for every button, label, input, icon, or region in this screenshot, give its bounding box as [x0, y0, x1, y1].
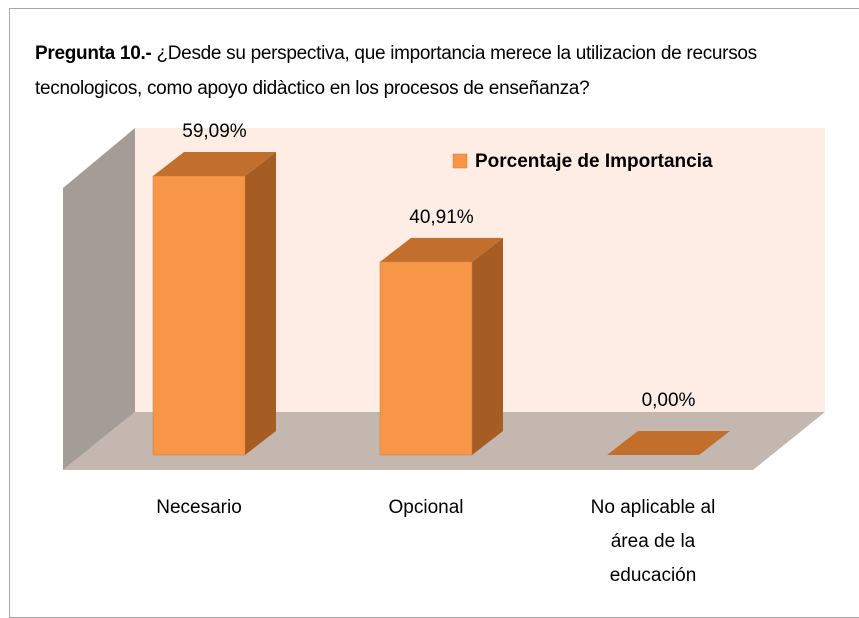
- chart-title: Pregunta 10.-: [35, 43, 152, 64]
- x-tick-label: Opcional: [388, 497, 464, 518]
- bar: [152, 175, 246, 456]
- bar-top: [380, 237, 503, 262]
- bar: [379, 261, 473, 456]
- legend-label: Porcentaje de Importancia: [475, 151, 713, 172]
- value-label: 0,00%: [642, 390, 696, 411]
- bar-side: [472, 237, 503, 455]
- x-tick-label: Necesario: [156, 497, 242, 518]
- bar-top: [153, 152, 276, 176]
- chart-header: Pregunta 10.- ¿Desde su perspectiva, que…: [35, 36, 835, 106]
- side-wall: [63, 128, 135, 470]
- bar-side: [245, 152, 276, 455]
- legend-swatch: [452, 153, 468, 169]
- chart-subtitle: ¿Desde su perspectiva, que importancia m…: [35, 43, 757, 99]
- value-label: 40,91%: [409, 207, 474, 228]
- bar-top: [607, 431, 730, 455]
- value-label: 59,09%: [182, 121, 247, 142]
- x-tick-label: No aplicable al área de la educación: [590, 497, 716, 586]
